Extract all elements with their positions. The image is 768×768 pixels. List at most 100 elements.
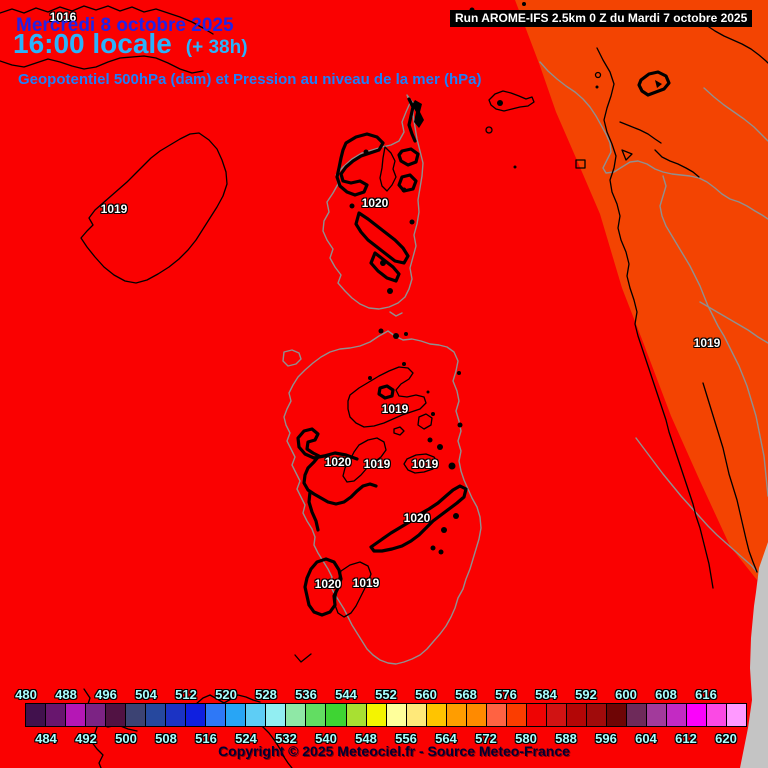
scale-tick-548: 548 [355,731,377,746]
scale-tick-580: 580 [515,731,537,746]
coast-bit-bottom-4 [261,725,293,768]
scale-cell-544 [346,704,367,726]
pressure-label: 1019 [352,576,380,590]
isobar-1020-corsica-s [369,251,401,283]
isobar-1020-mini-oval [377,384,395,400]
scale-tick-600: 600 [615,687,637,702]
scale-cell-496 [106,704,127,726]
scale-cell-488 [66,704,87,726]
scale-cell-576 [506,704,527,726]
scale-tick-532: 532 [275,731,297,746]
blob-dot [409,219,415,225]
scale-cell-480 [26,704,47,726]
isobar-1020-wsardinia [296,427,378,506]
isobar-ring-small-2 [594,71,602,79]
scale-cell-620 [727,704,747,726]
scale-cell-596 [606,704,627,726]
blob-dot [387,288,393,294]
scale-tick-612: 612 [675,731,697,746]
coast-line-ne [703,87,768,142]
scale-cell-560 [426,704,447,726]
scale-tick-544: 544 [335,687,357,702]
scale-tick-488: 488 [55,687,77,702]
scale-cell-556 [406,704,427,726]
scale-tick-524: 524 [235,731,257,746]
scale-cell-504 [146,704,167,726]
blob-dot [448,462,456,470]
scale-tick-512: 512 [175,687,197,702]
blob-dot [368,376,372,380]
isobar-1019-esardinia-ring [403,453,439,474]
isobar-ring-tiny-sardinia [393,426,405,436]
scale-tick-592: 592 [575,687,597,702]
scale-cell-612 [687,704,708,726]
scale-cell-500 [126,704,147,726]
isobar-1019-line-east [702,382,758,573]
copyright-label: Copyright © 2025 Meteociel.fr - Source M… [218,743,570,759]
scale-cell-532 [286,704,307,726]
scale-tick-564: 564 [435,731,457,746]
isobar-1020-corsica-nw [335,132,385,197]
corsica-coastline [322,94,424,310]
scale-cell-588 [566,704,587,726]
isobar-1019-west-ring [80,132,228,284]
isobars-thick [296,2,671,617]
scale-cell-540 [326,704,347,726]
coast-line-e [699,301,768,344]
parameter-title: Geopotentiel 500hPa (dam) et Pression au… [18,71,482,88]
geopotential-band-576-580 [515,0,768,580]
scale-cell-516 [206,704,227,726]
pressure-label: 1019 [100,202,128,216]
pressure-label: 1019 [411,457,439,471]
scale-tick-540: 540 [315,731,337,746]
local-time-label: 16:00 locale [13,28,172,59]
scale-cell-600 [626,704,647,726]
scale-tick-616: 616 [695,687,717,702]
isobar-1020-elba [637,70,671,97]
date-label: Mercredi 8 octobre 2025 [16,15,234,36]
blob-dot [430,545,436,551]
scale-cell-552 [386,704,407,726]
scale-tick-528: 528 [255,687,277,702]
run-info-banner: Run AROME-IFS 2.5km 0 Z du Mardi 7 octob… [450,10,753,27]
isobar-line-ne-corner [696,17,768,64]
pressure-label: 1020 [324,455,352,469]
blob-dot [401,187,407,193]
isobar-1020-corsica-e [397,173,418,193]
scale-cell-536 [306,704,327,726]
scale-cell-584 [546,704,567,726]
isobar-ring-ne-sardinia [417,413,433,430]
scale-cell-492 [86,704,107,726]
scale-tick-588: 588 [555,731,577,746]
isobar-1020-swsardinia [303,557,343,617]
scale-cell-604 [646,704,667,726]
capcorse-blob [412,100,424,128]
scale-tick-492: 492 [75,731,97,746]
isobar-1019-csardinia-ring [342,437,387,483]
scale-tick-496: 496 [95,687,117,702]
scale-bar [25,703,747,727]
scale-cell-608 [667,704,688,726]
isobar-1020-corsica-c3 [397,147,420,167]
out-of-domain-area [740,542,768,768]
argentario-coast-3 [621,149,633,161]
blob-dot [380,260,386,266]
pressure-label: 1020 [361,196,389,210]
scale-cell-568 [466,704,487,726]
isobar-ring-ne-corsica [488,90,535,112]
blob-dot [441,527,447,533]
blob-dot [497,100,503,106]
scale-tick-504: 504 [135,687,157,702]
blob-dot [595,85,599,89]
blob-dot [438,549,444,555]
coast-bit-bottom-5 [294,653,312,663]
scale-tick-568: 568 [455,687,477,702]
scale-tick-604: 604 [635,731,657,746]
pressure-label: 1020 [403,511,431,525]
blob-dot [457,422,463,428]
scale-tick-560: 560 [415,687,437,702]
scale-cell-520 [226,704,247,726]
scale-cell-512 [186,704,207,726]
